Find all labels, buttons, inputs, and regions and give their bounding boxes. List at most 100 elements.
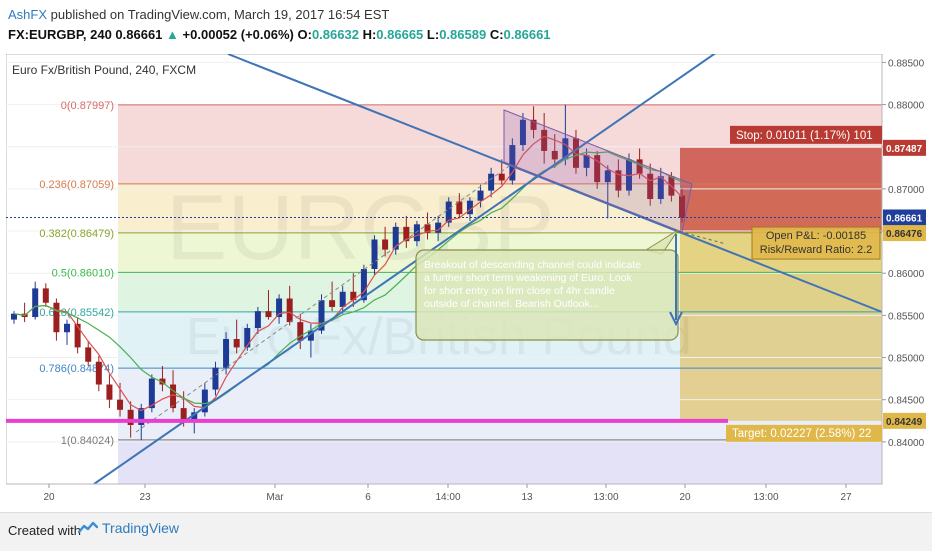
- candle-body: [424, 224, 431, 233]
- stop-label-bg: [730, 125, 882, 144]
- candle-54: [583, 148, 590, 177]
- candle-body: [413, 224, 420, 242]
- candle-20: [223, 332, 230, 375]
- candle-body: [32, 288, 39, 318]
- price-tag-text: 0.87487: [886, 144, 923, 155]
- stop-zone: [680, 147, 882, 234]
- fib-label-0.786: 0.786(0.84874): [39, 363, 114, 375]
- candle-4: [53, 298, 60, 341]
- open-value: 0.86632: [311, 27, 359, 42]
- candle-body: [572, 138, 579, 168]
- arrow-head-icon: [669, 311, 683, 327]
- change-value: +0.00052 (+0.06%): [182, 27, 294, 42]
- annotation-text: Breakout of descending channel could ind…: [424, 259, 641, 310]
- support: [6, 216, 882, 423]
- candle-26: [286, 285, 293, 326]
- fib-label-0.382: 0.382(0.86479): [39, 228, 114, 240]
- target-label-bg: [726, 424, 882, 442]
- candle-53: [572, 129, 579, 174]
- candle-41: [445, 197, 452, 227]
- price-tag-0: 0.87487: [883, 139, 926, 156]
- candle-body: [106, 384, 113, 400]
- candle-8: [95, 355, 102, 392]
- candle-14: [159, 365, 166, 392]
- candle-body: [212, 367, 219, 390]
- candle-57: [615, 159, 622, 198]
- candle-7: [85, 340, 92, 366]
- time-axis[interactable]: 20 23 Mar 6 14:00 13 13:00 20 13:00 27: [6, 483, 882, 503]
- target-label: Target: 0.02227 (2.58%) 22: [726, 424, 882, 442]
- low-value: 0.86589: [439, 27, 487, 42]
- price-chart[interactable]: EURGBP Euro Fx/British Pound 0(0.87997)0…: [5, 49, 926, 512]
- candle-body: [265, 311, 272, 318]
- candle-body: [254, 311, 261, 329]
- time-tick-2: Mar: [266, 492, 284, 503]
- annotation-box[interactable]: [415, 249, 679, 341]
- candle-40: [435, 215, 442, 242]
- publish-info: AshFX published on TradingView.com, Marc…: [8, 7, 389, 22]
- candle-6: [74, 317, 81, 354]
- close-value: 0.86661: [503, 27, 551, 42]
- candle-body: [95, 361, 102, 385]
- candle-56: [604, 165, 611, 219]
- candles: [11, 104, 685, 441]
- target-zone: [680, 233, 882, 421]
- fib-label-0.5: 0.5(0.86010): [52, 267, 114, 279]
- fib-label-0: 0(0.87997): [61, 100, 114, 112]
- price-tick-9: 0.84000: [888, 438, 925, 449]
- candle-body: [11, 313, 17, 320]
- candle-body: [74, 323, 81, 348]
- price-axis-bg: [882, 54, 926, 484]
- candle-body: [350, 291, 357, 301]
- candle-body: [541, 129, 548, 151]
- brand-text: TradingView: [102, 520, 180, 536]
- rising-trend-line[interactable]: [93, 49, 721, 485]
- candle-48: [519, 113, 526, 151]
- candle-9: [106, 374, 113, 409]
- candle-body: [456, 201, 463, 215]
- last-price: 0.86661: [115, 27, 163, 42]
- candle-body: [594, 155, 601, 183]
- chart-frame[interactable]: EURGBP Euro Fx/British Pound 0(0.87997)0…: [5, 49, 926, 512]
- candle-61: [657, 167, 664, 205]
- candle-body: [233, 338, 240, 348]
- tradingview-brand-link[interactable]: TradingView: [78, 520, 179, 536]
- candle-body: [615, 170, 622, 191]
- trend-lines[interactable]: [93, 49, 883, 485]
- candle-0: [11, 311, 17, 324]
- publish-text: published on TradingView.com, March 19, …: [50, 7, 390, 22]
- candle-24: [265, 290, 272, 320]
- candle-49: [530, 106, 537, 139]
- candle-52: [562, 104, 569, 166]
- ma-slow-line: [13, 151, 683, 405]
- candle-body: [530, 119, 537, 130]
- candle-body: [498, 173, 505, 181]
- candle-body: [117, 399, 124, 410]
- footer: Created with TradingView: [0, 512, 932, 551]
- candle-body: [445, 201, 452, 223]
- descending-trend-line[interactable]: [227, 53, 883, 313]
- candle-21: [233, 319, 240, 354]
- annotation[interactable]: Breakout of descending channel could ind…: [415, 229, 679, 341]
- stop-label: Stop: 0.01011 (1.17%) 101: [730, 125, 882, 144]
- low-label: L:: [426, 27, 440, 42]
- candle-body: [509, 145, 516, 181]
- candle-body: [170, 384, 177, 409]
- fib-label-1: 1(0.84024): [61, 435, 114, 447]
- pnl-text: Open P&L: -0.00185: [766, 230, 866, 242]
- chart-header: AshFX published on TradingView.com, Marc…: [0, 0, 932, 52]
- price-tick-0: 0.88500: [888, 58, 925, 69]
- fib-label-0.236: 0.236(0.87059): [39, 179, 114, 191]
- price-axis[interactable]: 0.885000.880000.875000.870000.865000.860…: [881, 54, 926, 484]
- price-tag-text: 0.86661: [886, 213, 923, 224]
- price-tick-6: 0.85500: [888, 311, 925, 322]
- candle-5: [64, 319, 71, 345]
- open-label: O:: [297, 27, 312, 42]
- price-tick-3: 0.87000: [888, 185, 925, 196]
- candle-body: [435, 222, 442, 233]
- price-tag-bg: [883, 225, 926, 242]
- candle-32: [350, 273, 357, 307]
- candle-body: [85, 347, 92, 362]
- price-tag-text: 0.86476: [886, 229, 923, 240]
- author-link[interactable]: AshFX: [8, 7, 48, 22]
